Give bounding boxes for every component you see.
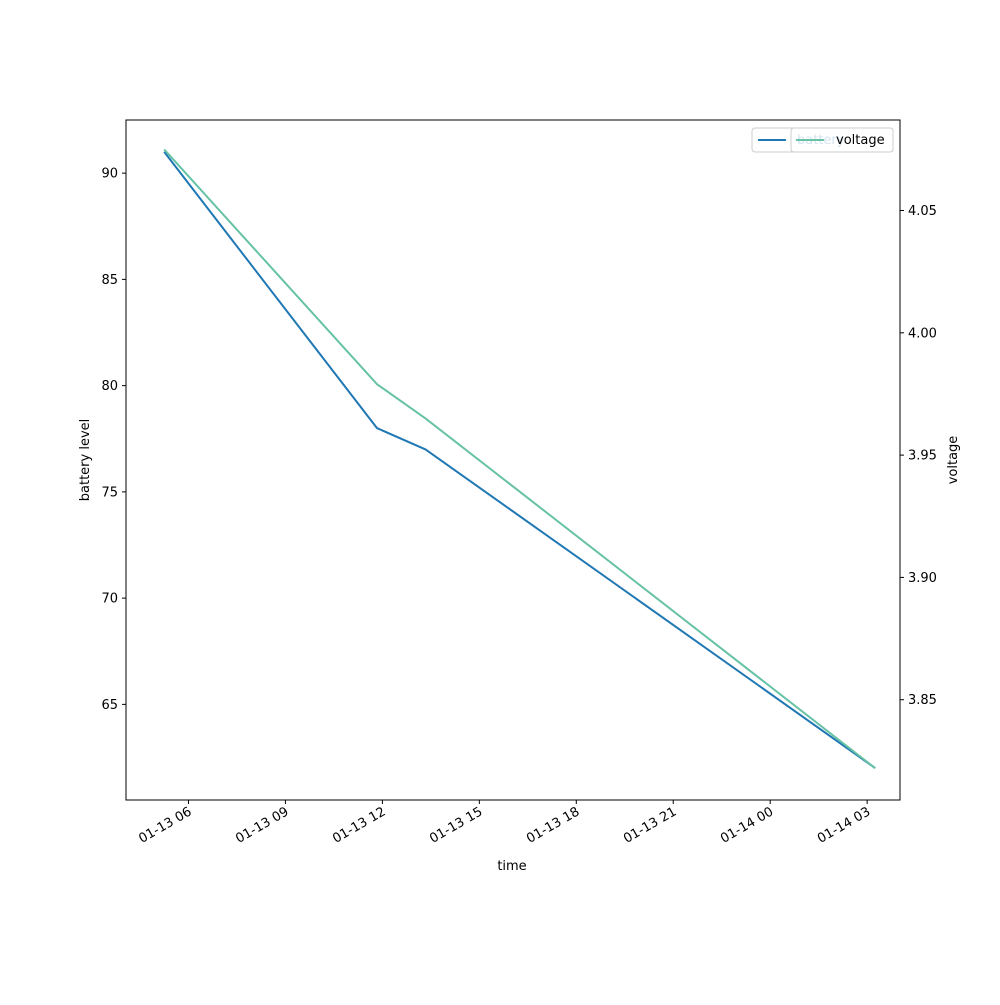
x-tick-label: 01-13 21 [621,804,679,846]
y-axis-right: 3.85 3.90 3.95 4.00 4.05 [900,204,937,708]
series-line-battery [163,151,876,769]
y-tick-label: 65 [101,698,118,713]
series-line-voltage [163,148,876,769]
y2-tick-label: 4.00 [908,326,937,341]
x-tick-label: 01-14 00 [718,804,776,846]
y-tick-label: 90 [101,167,118,182]
legend-voltage-box [790,127,894,153]
plot-frame [125,119,901,801]
legend-voltage-label: voltage [836,133,885,148]
x-tick-label: 01-13 18 [524,804,582,846]
y2-tick-label: 4.05 [908,204,937,219]
x-tick-label: 01-13 12 [330,804,388,846]
y2-tick-label: 3.95 [908,449,937,464]
x-tick-label: 01-13 15 [427,804,485,846]
x-tick-label: 01-14 03 [815,804,873,846]
y-tick-label: 80 [101,379,118,394]
series-lines [163,148,876,769]
y2-axis-label: voltage [946,436,961,485]
y-axis-left: 65 70 75 80 85 90 [101,167,126,713]
y-axis-label: battery level [78,419,93,502]
x-axis: 01-13 06 01-13 09 01-13 12 01-13 15 01-13 18… [136,800,873,847]
y-tick-label: 75 [101,485,118,500]
x-tick-label: 01-13 06 [136,804,194,846]
y-tick-label: 85 [101,273,118,288]
y2-tick-label: 3.85 [908,693,937,708]
x-axis-label: time [497,859,526,874]
legend-voltage: voltage [790,127,894,153]
y-tick-label: 70 [101,592,118,607]
y2-tick-label: 3.90 [908,571,937,586]
x-tick-label: 01-13 09 [233,804,291,846]
